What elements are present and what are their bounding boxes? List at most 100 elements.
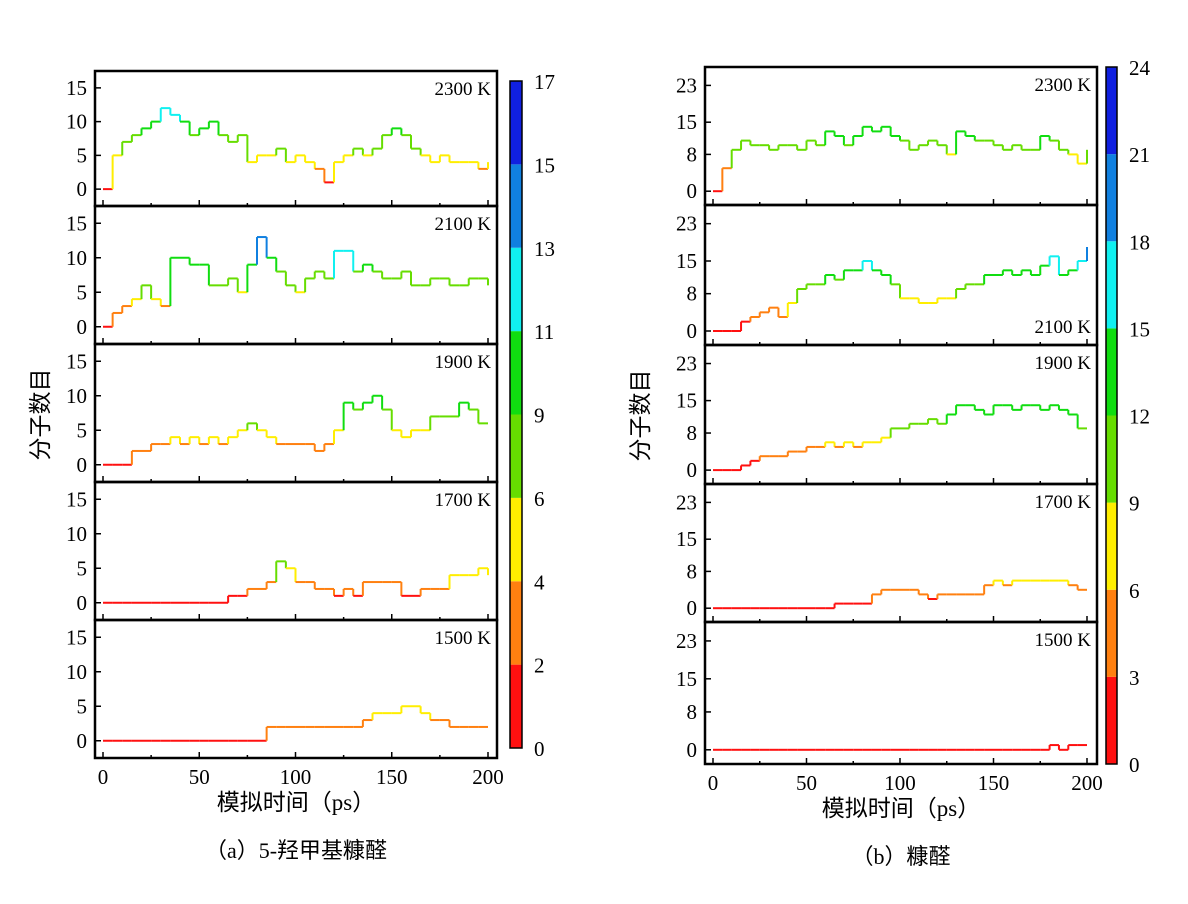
y-tick-label: 15: [66, 211, 87, 235]
colorbar-tick-label: 9: [534, 404, 545, 428]
y-tick-label: 15: [676, 110, 697, 134]
x-axis-label: 模拟时间（ps）: [822, 796, 980, 821]
colorbar-bin: [510, 164, 522, 248]
y-tick-label: 23: [676, 73, 697, 97]
y-tick-label: 8: [687, 700, 698, 724]
colorbar-frame: [1105, 66, 1118, 765]
temperature-label: 1700 K: [1035, 492, 1092, 513]
y-axis-label: 分子数目: [28, 369, 53, 461]
panel-1700k: 0 8 15 23 1700 K: [676, 482, 1099, 624]
colorbar-tick-label: 24: [1129, 56, 1151, 80]
y-tick-label: 15: [676, 249, 697, 273]
y-tick-label: 0: [77, 315, 88, 339]
y-tick-label: 5: [77, 143, 88, 167]
colorbar-bin: [1106, 241, 1117, 329]
temperature-label: 1700 K: [435, 490, 492, 511]
panel-1900k: 0 8 15 23 1900 K: [676, 343, 1099, 486]
y-tick-label: 0: [687, 596, 698, 620]
colorbar-bin: [1106, 502, 1117, 590]
colorbar-tick-label: 6: [1129, 579, 1140, 603]
y-tick-label: 15: [66, 76, 87, 100]
y-tick-label: 8: [687, 282, 698, 306]
y-tick-label: 0: [687, 319, 698, 343]
colorbar-tick-label: 3: [1129, 666, 1140, 690]
y-tick-label: 0: [77, 729, 88, 753]
y-axis-label: 分子数目: [628, 370, 653, 462]
temperature-label: 2100 K: [1035, 317, 1092, 338]
y-tick-label: 10: [66, 522, 87, 546]
y-tick-label: 0: [687, 458, 698, 482]
y-tick-label: 23: [676, 212, 697, 236]
colorbar-tick-label: 4: [534, 570, 545, 594]
colorbar-bin: [510, 81, 522, 165]
chart-a: 0 5 10 15 2300 K 0 5 10 15 2100 K 0 5 10 15 1900 K 0 5 10…: [28, 69, 555, 863]
colorbar-bin: [1106, 154, 1117, 242]
colorbar-tick-label: 17: [534, 70, 555, 94]
y-tick-label: 5: [77, 418, 88, 442]
x-tick-label: 100: [884, 771, 916, 795]
y-tick-label: 23: [676, 629, 697, 653]
y-tick-label: 0: [687, 179, 698, 203]
y-tick-label: 5: [77, 694, 88, 718]
chart-b: 0 8 15 23 2300 K 0 8 15 23 2100 K 0 8 15 23 1900 K 0 8 15…: [628, 56, 1151, 869]
y-tick-label: 15: [676, 667, 697, 691]
y-tick-label: 10: [66, 384, 87, 408]
y-tick-label: 15: [676, 527, 697, 551]
colorbar-bin: [1106, 589, 1117, 677]
caption: （b）糠醛: [851, 844, 950, 869]
panel-2100k: 0 5 10 15 2100 K: [66, 204, 499, 346]
colorbar-tick-label: 0: [534, 737, 545, 761]
y-tick-label: 0: [77, 177, 88, 201]
colorbar-tick-label: 13: [534, 237, 555, 261]
colorbar-tick-label: 21: [1129, 143, 1150, 167]
x-tick-label: 200: [1071, 771, 1103, 795]
temperature-label: 2100 K: [435, 214, 492, 235]
colorbar-bin: [510, 247, 522, 332]
y-tick-label: 15: [66, 487, 87, 511]
colorbar-bin: [510, 497, 522, 582]
colorbar-bin: [1106, 328, 1117, 416]
panel-1900k: 0 5 10 15 1900 K: [66, 342, 499, 484]
panel-1500k: 0 5 10 15 1500 K: [66, 618, 499, 760]
colorbar: 0 2 4 6 9 11 13 15 17: [509, 70, 555, 761]
colorbar: 0 3 6 9 12 15 18 21 24: [1105, 56, 1151, 777]
colorbar-bin: [1106, 415, 1117, 503]
colorbar-tick-label: 18: [1129, 230, 1150, 254]
temperature-label: 1900 K: [435, 352, 492, 373]
temperature-label: 2300 K: [1035, 75, 1092, 96]
panel-2300k: 0 5 10 15 2300 K: [66, 69, 499, 208]
panel-frame: [703, 620, 1099, 766]
colorbar-tick-label: 12: [1129, 405, 1150, 429]
colorbar-bin: [510, 664, 522, 748]
colorbar-bin: [1106, 676, 1117, 764]
y-tick-label: 10: [66, 246, 87, 270]
y-tick-label: 5: [77, 556, 88, 580]
y-tick-label: 23: [676, 352, 697, 376]
y-tick-label: 10: [66, 110, 87, 134]
y-tick-label: 15: [66, 625, 87, 649]
y-tick-label: 15: [66, 349, 87, 373]
colorbar-bin: [510, 414, 522, 498]
panel-2100k: 0 8 15 23 2100 K: [676, 203, 1099, 347]
colorbar-tick-label: 2: [534, 654, 545, 678]
y-tick-label: 8: [687, 421, 698, 445]
panel-1500k: 0 8 15 23 1500 K: [676, 620, 1099, 766]
y-tick-label: 0: [687, 738, 698, 762]
x-tick-label: 0: [708, 771, 719, 795]
y-tick-label: 23: [676, 490, 697, 514]
temperature-label: 1500 K: [435, 628, 492, 649]
temperature-label: 1500 K: [1035, 630, 1092, 651]
colorbar-tick-label: 0: [1129, 753, 1140, 777]
y-tick-label: 0: [77, 591, 88, 615]
temperature-label: 2300 K: [435, 79, 492, 100]
y-tick-label: 0: [77, 453, 88, 477]
x-tick-label: 50: [796, 771, 817, 795]
caption: （a）5-羟甲基糠醛: [205, 838, 387, 863]
y-tick-label: 8: [687, 559, 698, 583]
colorbar-bin: [510, 331, 522, 415]
colorbar-bin: [1106, 67, 1117, 155]
panel-1700k: 0 5 10 15 1700 K: [66, 480, 499, 622]
x-axis-label: 模拟时间（ps）: [217, 790, 375, 815]
x-tick-label: 200: [472, 765, 504, 789]
